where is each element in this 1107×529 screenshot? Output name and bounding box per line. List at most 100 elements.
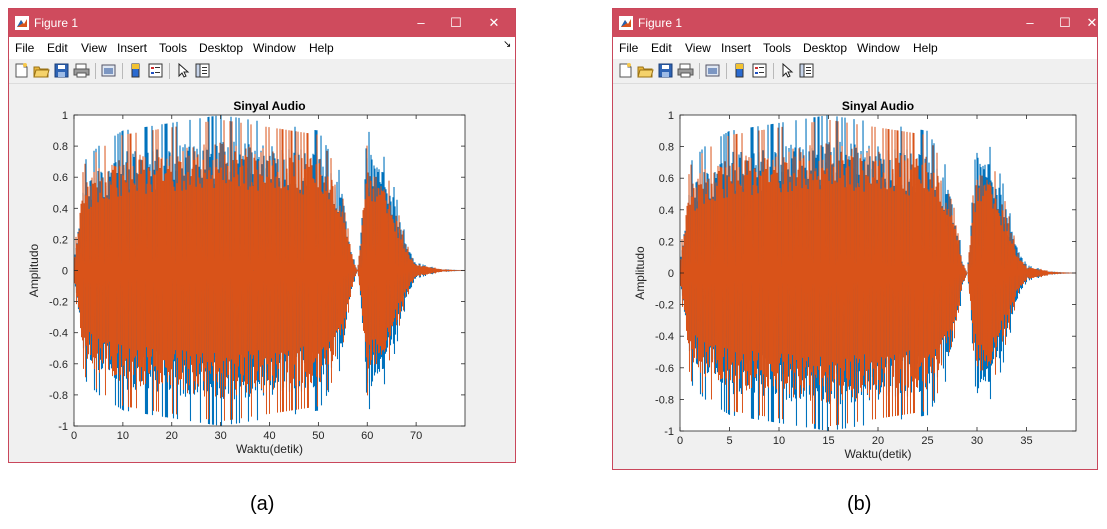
save-icon[interactable] <box>657 62 674 79</box>
matlab-icon <box>15 16 29 30</box>
menu-edit[interactable]: Edit <box>47 41 68 55</box>
link-plot-icon[interactable] <box>704 62 721 79</box>
y-tick-label: 0.8 <box>659 142 674 154</box>
plot-area[interactable]: 0 10 20 30 40 50 60 70 -1 -0.8 -0.6 -0.4 -0.2 0 0.2 0.4… <box>9 9 517 464</box>
x-tick-label: 10 <box>117 430 129 442</box>
y-tick-label: 0.4 <box>659 205 674 217</box>
figure-window-b: Figure 1 – ☐ ✕ File Edit View Insert Too… <box>612 8 1098 470</box>
title-bar[interactable]: Figure 1 – ☐ ✕ <box>9 9 515 37</box>
property-inspector-icon[interactable] <box>798 62 815 79</box>
menu-view[interactable]: View <box>685 41 711 55</box>
x-tick-label: 35 <box>1020 435 1032 447</box>
window-title: Figure 1 <box>638 16 683 30</box>
menu-file[interactable]: File <box>15 41 35 55</box>
plot-area[interactable]: 0 5 10 15 20 25 30 35 -1 -0.8 -0.6 -0.4 -0.2 0 0.2 0.4 0… <box>613 9 1099 471</box>
figure-window-a: Figure 1 – ☐ ✕ File Edit View Insert Too… <box>8 8 516 463</box>
menu-insert[interactable]: Insert <box>721 41 752 55</box>
menu-help[interactable]: Help <box>309 41 334 55</box>
y-tick-label: 0.6 <box>53 172 68 184</box>
toolbar-separator <box>122 63 123 79</box>
maximize-button[interactable]: ☐ <box>1059 15 1071 30</box>
open-file-icon[interactable] <box>637 62 654 79</box>
signal-group <box>74 115 465 426</box>
caption-b: (b) <box>847 493 872 515</box>
maximize-button[interactable]: ☐ <box>450 15 462 30</box>
dock-arrow-icon[interactable]: ↘ <box>503 39 512 50</box>
save-icon[interactable] <box>53 62 70 79</box>
legend-icon[interactable] <box>147 62 164 79</box>
toolbar <box>613 59 1097 84</box>
new-figure-icon[interactable] <box>13 62 30 79</box>
menu-tools[interactable]: Tools <box>159 41 188 55</box>
chart-title: Sinyal Audio <box>233 99 305 113</box>
legend-icon[interactable] <box>751 62 768 79</box>
x-tick-label: 10 <box>773 435 785 447</box>
x-tick-label: 60 <box>361 430 373 442</box>
title-bar[interactable]: Figure 1 – ☐ ✕ <box>613 9 1097 37</box>
toolbar-separator <box>773 63 774 79</box>
y-tick-label: -0.8 <box>655 394 674 406</box>
x-tick-label: 20 <box>166 430 178 442</box>
y-tick-label: 1 <box>668 110 674 122</box>
toolbar-separator <box>95 63 96 79</box>
x-axis-label: Waktu(detik) <box>236 442 303 456</box>
x-tick-label: 0 <box>71 430 77 442</box>
pointer-icon[interactable] <box>778 62 795 79</box>
minimize-button[interactable]: – <box>1026 15 1034 30</box>
x-tick-label: 30 <box>971 435 983 447</box>
toolbar-separator <box>699 63 700 79</box>
toolbar-separator <box>726 63 727 79</box>
y-tick-label: 0.2 <box>659 236 674 248</box>
y-tick-label: 0.6 <box>659 173 674 185</box>
x-tick-label: 25 <box>921 435 933 447</box>
y-tick-label: 1 <box>62 110 68 122</box>
x-tick-label: 5 <box>726 435 732 447</box>
menu-bar: File Edit View Insert Tools Desktop Wind… <box>9 37 515 59</box>
link-plot-icon[interactable] <box>100 62 117 79</box>
chart-title: Sinyal Audio <box>842 99 914 113</box>
menu-file[interactable]: File <box>619 41 639 55</box>
toolbar <box>9 59 515 84</box>
open-file-icon[interactable] <box>33 62 50 79</box>
minimize-button[interactable]: – <box>417 15 425 30</box>
x-tick-label: 50 <box>312 430 324 442</box>
colorbar-icon[interactable] <box>731 62 748 79</box>
y-tick-label: -1 <box>664 426 674 438</box>
menu-desktop[interactable]: Desktop <box>199 41 244 55</box>
x-tick-label: 20 <box>872 435 884 447</box>
y-axis-label: Amplitudo <box>633 246 647 300</box>
matlab-icon <box>619 16 633 30</box>
menu-help[interactable]: Help <box>913 41 938 55</box>
property-inspector-icon[interactable] <box>194 62 211 79</box>
toolbar-separator <box>169 63 170 79</box>
print-icon[interactable] <box>677 62 694 79</box>
x-axis-label: Waktu(detik) <box>845 447 912 461</box>
y-tick-label: -0.8 <box>49 390 68 402</box>
y-tick-label: -0.2 <box>49 297 68 309</box>
close-button[interactable]: ✕ <box>1086 15 1098 30</box>
caption-a: (a) <box>250 493 275 515</box>
menu-insert[interactable]: Insert <box>117 41 148 55</box>
colorbar-icon[interactable] <box>127 62 144 79</box>
x-tick-label: 30 <box>215 430 227 442</box>
print-icon[interactable] <box>73 62 90 79</box>
menu-desktop[interactable]: Desktop <box>803 41 848 55</box>
menu-tools[interactable]: Tools <box>763 41 792 55</box>
menu-view[interactable]: View <box>81 41 107 55</box>
y-tick-label: -0.4 <box>655 331 674 343</box>
y-tick-label: -0.2 <box>655 300 674 312</box>
signal-group <box>680 115 1076 431</box>
menu-window[interactable]: Window <box>857 41 900 55</box>
close-button[interactable]: ✕ <box>488 15 500 30</box>
new-figure-icon[interactable] <box>617 62 634 79</box>
menu-edit[interactable]: Edit <box>651 41 672 55</box>
menu-bar: File Edit View Insert Tools Desktop Wind… <box>613 37 1097 59</box>
y-tick-label: -0.4 <box>49 328 68 340</box>
menu-window[interactable]: Window <box>253 41 296 55</box>
x-tick-label: 40 <box>263 430 275 442</box>
y-tick-label: 0.8 <box>53 141 68 153</box>
y-axis-label: Amplitudo <box>27 244 41 298</box>
pointer-icon[interactable] <box>174 62 191 79</box>
y-tick-label: 0.2 <box>53 234 68 246</box>
y-tick-label: -1 <box>58 421 68 433</box>
